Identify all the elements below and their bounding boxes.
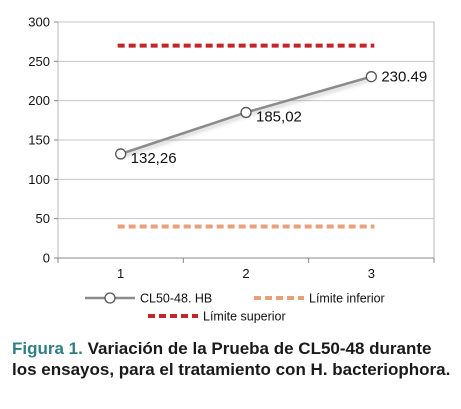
y-tick-label: 150 xyxy=(28,133,50,148)
x-axis: 1 2 3 xyxy=(57,257,435,281)
y-tick-label: 100 xyxy=(28,172,50,187)
line-chart: 0 50 100 150 200 250 300 1 2 3 132,26 185,02 230.4… xyxy=(28,15,435,324)
y-axis: 0 50 100 150 200 250 300 xyxy=(28,15,58,266)
x-tick-label: 3 xyxy=(368,266,375,281)
series-lines xyxy=(115,43,377,232)
figure-label: Figura 1. xyxy=(12,339,83,358)
y-tick-label: 300 xyxy=(28,15,50,30)
data-label: 185,02 xyxy=(256,108,302,125)
legend: CL50-48. HB Límite inferior Límite superio… xyxy=(85,292,385,324)
legend-item: Límite superior xyxy=(148,310,286,324)
y-tick-label: 50 xyxy=(36,211,50,226)
legend-marker xyxy=(104,292,116,304)
data-point xyxy=(115,148,127,160)
y-tick-label: 0 xyxy=(43,251,50,266)
data-labels: 132,26 185,02 230.49 xyxy=(131,69,428,167)
gridlines xyxy=(58,21,434,220)
data-point xyxy=(240,106,252,119)
legend-item: CL50-48. HB xyxy=(85,292,212,306)
figure-caption: Figura 1. Variación de la Prueba de CL50… xyxy=(12,338,452,380)
y-tick-label: 200 xyxy=(28,93,50,108)
figure-caption-text: Variación de la Prueba de CL50-48 durant… xyxy=(12,339,451,379)
x-tick-label: 1 xyxy=(117,266,124,281)
data-point xyxy=(365,71,377,83)
x-tick-label: 2 xyxy=(242,266,249,281)
legend-label: CL50-48. HB xyxy=(140,292,212,306)
legend-label: Límite superior xyxy=(203,310,286,324)
legend-item: Límite inferior xyxy=(254,292,385,306)
data-label: 230.49 xyxy=(381,69,427,86)
data-label: 132,26 xyxy=(131,150,177,167)
legend-label: Límite inferior xyxy=(309,292,385,306)
y-tick-label: 250 xyxy=(28,54,50,69)
